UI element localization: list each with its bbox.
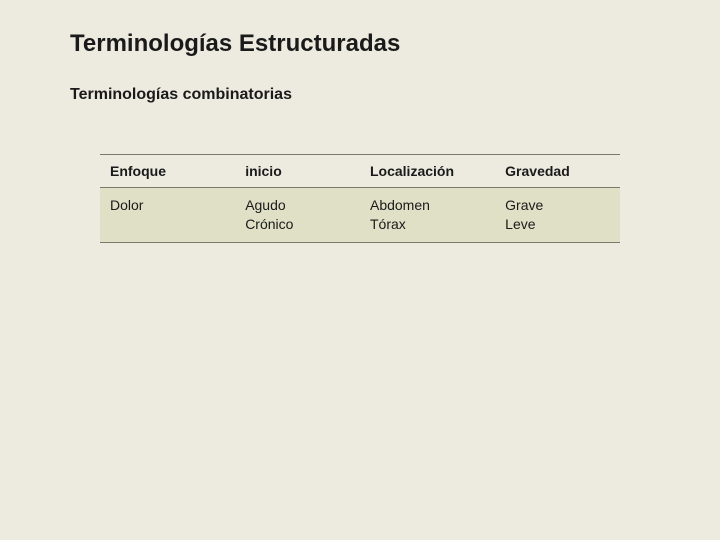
cell-line: Grave xyxy=(505,197,543,213)
terminology-table: Enfoque inicio Localización Gravedad Dol… xyxy=(100,154,620,243)
col-header-enfoque: Enfoque xyxy=(100,155,235,188)
table-container: Enfoque inicio Localización Gravedad Dol… xyxy=(100,154,620,243)
cell-gravedad: Grave Leve xyxy=(495,188,620,243)
table-header-row: Enfoque inicio Localización Gravedad xyxy=(100,155,620,188)
cell-enfoque: Dolor xyxy=(100,188,235,243)
page-subtitle: Terminologías combinatorias xyxy=(70,86,650,104)
cell-line: Agudo xyxy=(245,197,285,213)
cell-line: Dolor xyxy=(110,197,143,213)
cell-line: Leve xyxy=(505,216,535,232)
col-header-localizacion: Localización xyxy=(360,155,495,188)
cell-line: Tórax xyxy=(370,216,406,232)
cell-localizacion: Abdomen Tórax xyxy=(360,188,495,243)
page-title: Terminologías Estructuradas xyxy=(70,30,650,58)
table-row: Dolor Agudo Crónico Abdomen Tórax Grave … xyxy=(100,188,620,243)
cell-inicio: Agudo Crónico xyxy=(235,188,360,243)
slide: Terminologías Estructuradas Terminología… xyxy=(0,0,720,540)
cell-line: Abdomen xyxy=(370,197,430,213)
col-header-gravedad: Gravedad xyxy=(495,155,620,188)
col-header-inicio: inicio xyxy=(235,155,360,188)
cell-line: Crónico xyxy=(245,216,293,232)
